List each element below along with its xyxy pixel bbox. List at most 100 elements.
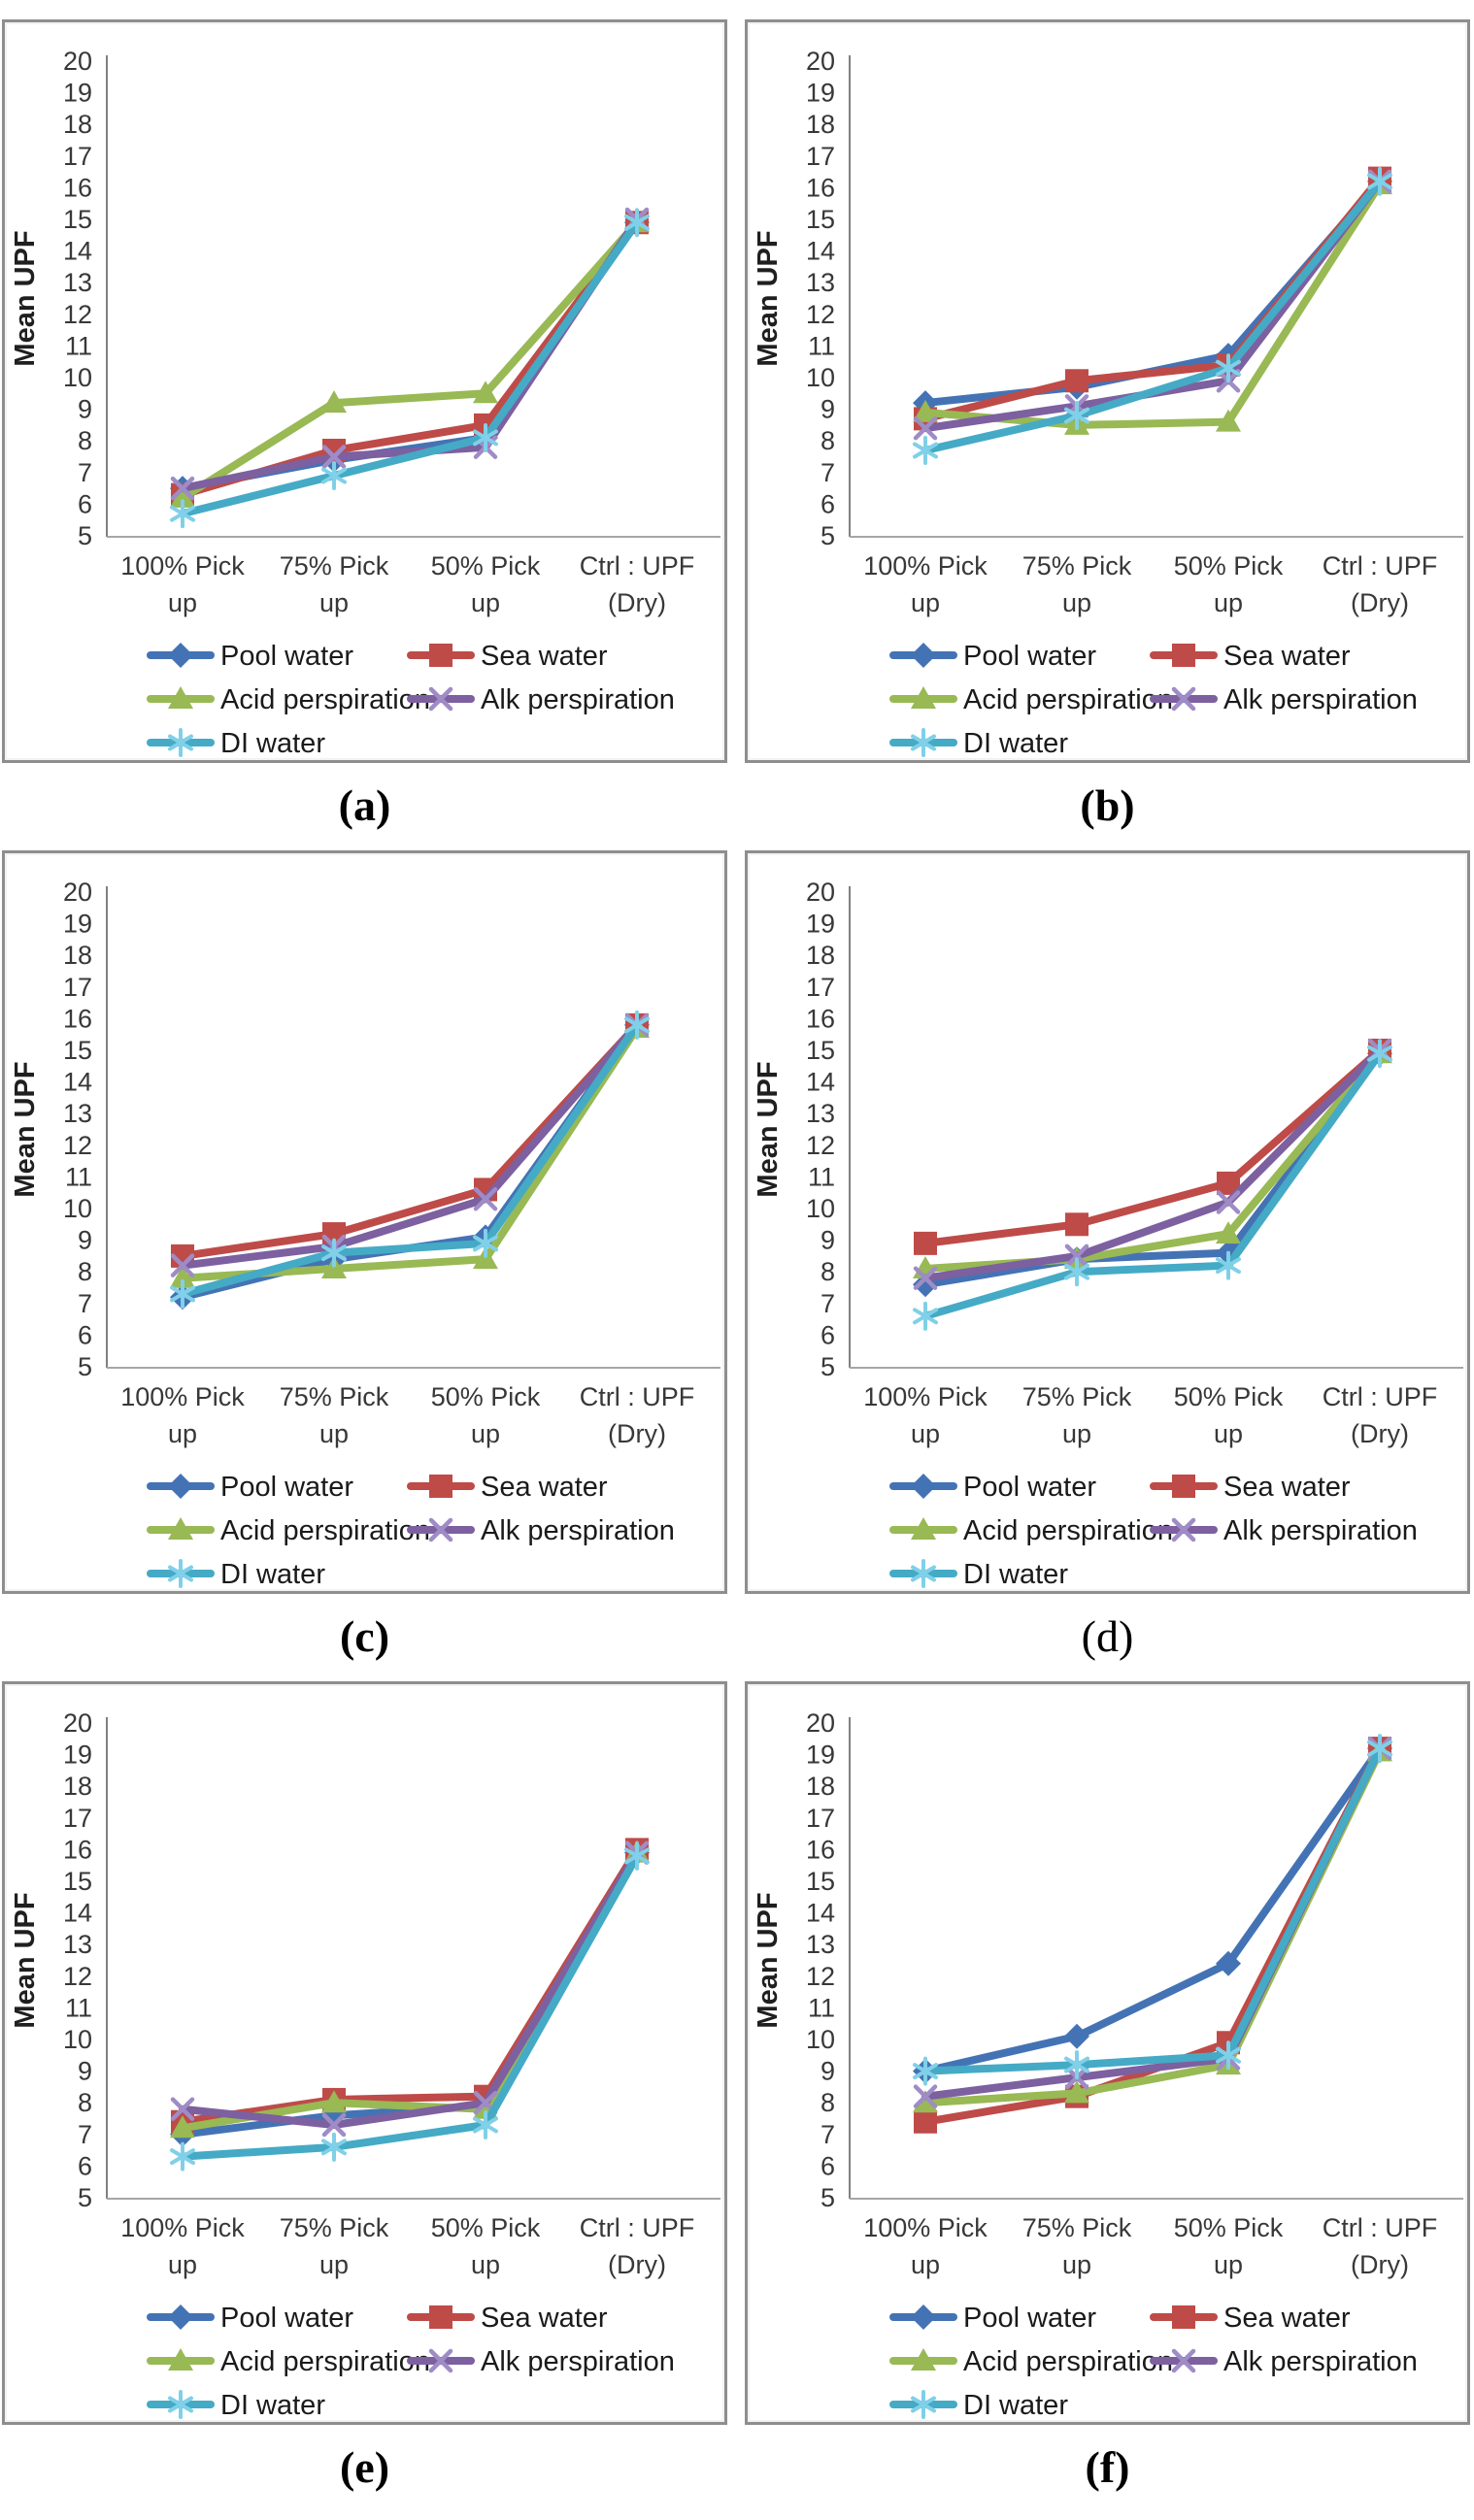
- figure-cell-e: Mean UPF 20 19 18 17 16 15 14 13 12 11 10 9 8 7 6 5 100% …: [2, 1681, 727, 2508]
- svg-text:up: up: [471, 2250, 500, 2279]
- legend-label: Sea water: [1223, 641, 1351, 672]
- legend: Pool water Sea water Acid perspiration Alk …: [889, 1472, 1418, 1590]
- data-point-marker: [1216, 409, 1241, 432]
- x-category-label: 50% Pick up: [1174, 551, 1284, 617]
- y-tick-label: 18: [63, 1772, 92, 1801]
- y-tick-label: 7: [78, 458, 92, 487]
- series-line-alk-perspiration: [921, 1744, 1384, 2101]
- data-point-marker: [473, 1186, 498, 1211]
- y-tick-label: 10: [63, 363, 92, 392]
- data-point-marker: [321, 1238, 347, 1268]
- legend-label: Alk perspiration: [481, 684, 675, 715]
- svg-text:up: up: [911, 2250, 940, 2279]
- data-point-marker: [1064, 1243, 1089, 1269]
- legend-item: DI water: [889, 728, 1068, 759]
- y-tick-label: 6: [78, 1320, 92, 1349]
- legend: Pool water Sea water Acid perspiration Alk …: [147, 641, 675, 759]
- y-tick-label: 9: [821, 2057, 835, 2086]
- data-point-marker: [473, 1228, 498, 1258]
- y-tick-label: 10: [806, 1194, 835, 1223]
- svg-text:up: up: [911, 588, 940, 617]
- legend-label: Alk perspiration: [1223, 1515, 1418, 1546]
- legend-label: Acid perspiration: [963, 2346, 1173, 2377]
- series-line-acid-perspiration: [921, 1747, 1384, 2107]
- data-point-marker: [321, 445, 347, 469]
- legend-label: Pool water: [220, 641, 353, 672]
- legend-label: DI water: [220, 1559, 325, 1590]
- figure-caption: (d): [1081, 1610, 1134, 1661]
- svg-text:up: up: [471, 588, 500, 617]
- legend-label: Sea water: [481, 2303, 608, 2334]
- legend-item: Acid perspiration: [147, 2346, 430, 2377]
- data-point-marker: [1064, 2080, 1089, 2104]
- y-tick-label: 18: [63, 941, 92, 970]
- y-tick-label: 5: [821, 521, 835, 550]
- data-point-marker: [170, 476, 195, 501]
- data-point-marker: [1064, 2050, 1089, 2080]
- data-point-marker: [914, 2109, 937, 2134]
- legend-item: Pool water: [147, 2303, 353, 2334]
- legend-item: Pool water: [889, 2303, 1096, 2334]
- y-tick-label: 13: [63, 268, 92, 297]
- data-point-marker: [624, 208, 650, 238]
- legend-marker-square-icon: [429, 1475, 452, 1498]
- legend-item: Sea water: [407, 1472, 608, 1503]
- y-tick-label: 13: [63, 1930, 92, 1959]
- svg-text:Ctrl : UPF: Ctrl : UPF: [580, 2213, 695, 2242]
- y-tick-label: 5: [821, 2183, 835, 2212]
- y-axis-title: Mean UPF: [10, 230, 41, 366]
- y-tick-label: 6: [821, 489, 835, 518]
- x-category-label: 50% Pick up: [1174, 1382, 1284, 1448]
- x-category-label: 100% Pick up: [863, 2213, 988, 2279]
- figure-caption: (c): [339, 1610, 390, 1661]
- data-point-marker: [1216, 1950, 1241, 1976]
- legend-marker-x-icon: [1171, 2348, 1196, 2373]
- legend-marker-asterisk-icon: [911, 1559, 936, 1588]
- legend-item: Sea water: [1150, 641, 1351, 672]
- svg-text:50% Pick: 50% Pick: [431, 551, 541, 580]
- y-tick-label: 17: [63, 142, 92, 171]
- y-tick-label: 13: [806, 1930, 835, 1959]
- legend-item: Pool water: [889, 1472, 1096, 1503]
- y-tick-label: 17: [806, 142, 835, 171]
- x-category-label: Ctrl : UPF (Dry): [580, 1382, 695, 1448]
- svg-text:100% Pick: 100% Pick: [120, 551, 245, 580]
- y-tick-label: 17: [63, 1804, 92, 1833]
- legend-item: Pool water: [889, 641, 1096, 672]
- y-tick-label: 11: [808, 1993, 835, 2022]
- series-line-pool-water: [179, 1848, 641, 2139]
- y-tick-label: 15: [806, 1036, 835, 1065]
- y-tick-label: 9: [821, 395, 835, 424]
- y-tick-label: 7: [78, 2120, 92, 2149]
- data-point-marker: [1216, 2040, 1241, 2071]
- chart-panel: Mean UPF 20 19 18 17 16 15 14 13 12 11 10 9 8 7 6 5 100% …: [2, 850, 727, 1594]
- data-point-marker: [473, 381, 498, 404]
- svg-text:75% Pick: 75% Pick: [1022, 1382, 1132, 1411]
- legend-label: Acid perspiration: [220, 1515, 430, 1546]
- svg-text:75% Pick: 75% Pick: [280, 1382, 389, 1411]
- svg-text:Ctrl : UPF: Ctrl : UPF: [1323, 1382, 1438, 1411]
- svg-text:75% Pick: 75% Pick: [1022, 551, 1132, 580]
- legend-label: DI water: [220, 2390, 325, 2421]
- series-line-acid-perspiration: [179, 1848, 641, 2133]
- y-tick-label: 19: [63, 1741, 92, 1770]
- series-line-di-water: [179, 1020, 641, 1299]
- legend-marker-triangle-icon: [168, 1517, 193, 1540]
- legend-marker-asterisk-icon: [168, 2390, 193, 2419]
- legend-label: DI water: [963, 2390, 1068, 2421]
- legend-item: Sea water: [1150, 2303, 1351, 2334]
- series-line-alk-perspiration: [921, 1046, 1384, 1282]
- y-tick-label: 11: [808, 331, 835, 360]
- data-point-marker: [1367, 166, 1392, 196]
- data-point-marker: [1064, 1257, 1089, 1287]
- svg-text:Ctrl : UPF: Ctrl : UPF: [580, 1382, 695, 1411]
- x-category-label: 75% Pick up: [1022, 551, 1132, 617]
- legend-marker-square-icon: [429, 644, 452, 667]
- data-point-marker: [913, 2056, 938, 2086]
- svg-text:Ctrl : UPF: Ctrl : UPF: [580, 551, 695, 580]
- legend-marker-asterisk-icon: [168, 1559, 193, 1588]
- data-point-marker: [1367, 1734, 1392, 1764]
- y-tick-label: 6: [78, 2151, 92, 2180]
